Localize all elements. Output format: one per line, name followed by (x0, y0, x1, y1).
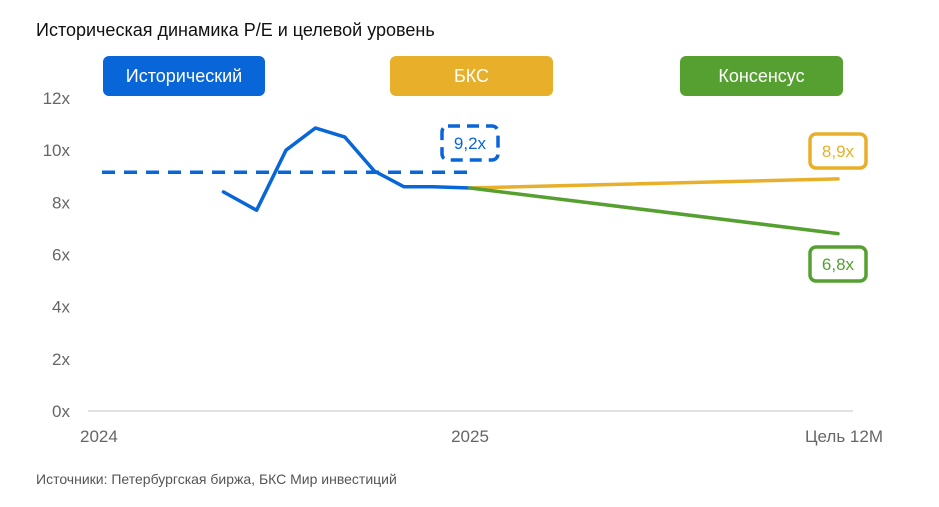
source-note: Источники: Петербургская биржа, БКС Мир … (36, 471, 397, 487)
bks-line (470, 179, 838, 188)
y-tick-label: 2x (52, 350, 70, 369)
y-tick-label: 6x (52, 246, 70, 265)
y-tick-label: 10x (43, 141, 71, 160)
consensus-line (470, 188, 838, 234)
y-tick-label: 4x (52, 298, 70, 317)
historical-line (223, 128, 470, 210)
label-historical-average: 9,2x (454, 134, 487, 153)
y-tick-label: 8x (52, 193, 70, 212)
x-tick-label: Цель 12М (805, 427, 883, 446)
label-bks: 8,9x (822, 142, 855, 161)
x-tick-label: 2024 (80, 427, 118, 446)
y-tick-label: 12x (43, 89, 71, 108)
label-consensus: 6,8x (822, 255, 855, 274)
y-tick-label: 0x (52, 402, 70, 421)
x-tick-label: 2025 (451, 427, 489, 446)
